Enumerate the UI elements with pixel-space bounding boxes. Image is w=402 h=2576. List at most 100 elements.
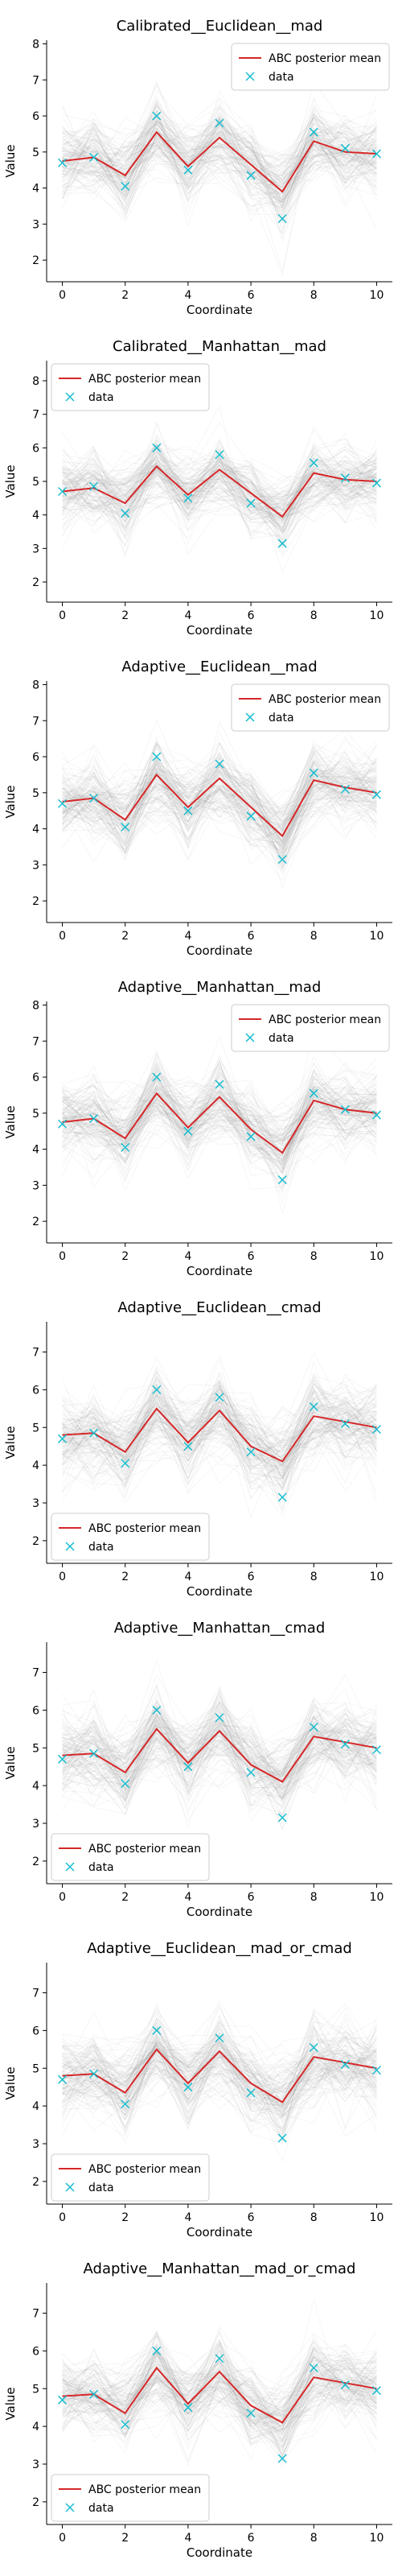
sample-line [62,2024,377,2120]
sample-line [62,119,377,222]
sample-line [62,1391,377,1467]
sample-line [62,1709,377,1800]
data-point [89,2069,99,2079]
data-point [246,811,256,821]
sample-line [62,110,377,192]
sample-line [62,2345,377,2429]
sample-line [62,759,377,869]
legend-box [231,43,390,91]
sample-line [62,774,377,835]
data-point [183,2403,193,2413]
sample-line [62,2344,377,2417]
sample-line [62,2355,377,2423]
data-point [215,450,224,460]
data-point [58,2395,68,2405]
x-tick-label: 2 [121,2532,129,2545]
sample-line [62,464,377,527]
sample-line [62,1400,377,1451]
sample-line [62,1377,377,1487]
y-axis-label: Value [3,1426,18,1459]
sample-line [62,1390,377,1484]
sample-line [62,1719,377,1776]
legend-mean-label: ABC posterior mean [88,373,201,386]
y-tick-label: 6 [32,442,39,455]
sample-line [62,2354,377,2455]
legend-mean-label: ABC posterior mean [88,1843,201,1856]
data-point [183,806,193,815]
sample-line [62,1070,377,1155]
sample-line [62,1387,377,1478]
sample-line [62,2017,377,2144]
sample-line [62,1707,377,1806]
x-axis-label: Coordinate [187,623,252,638]
sample-line [62,1055,377,1161]
sample-line [62,431,377,530]
sample-line [62,2035,377,2094]
data-point [309,768,318,778]
sample-line [62,1093,377,1191]
y-tick-label: 5 [32,476,39,489]
sample-line [62,1724,377,1808]
sample-line [62,1383,377,1484]
sample-line [62,1386,377,1491]
sample-line [62,107,377,234]
data-point [246,171,256,180]
data-point [340,2060,350,2070]
legend-data-label: data [269,712,294,724]
sample-line [62,105,377,188]
sample-line [62,1098,377,1150]
sample-line [62,118,377,231]
sample-line [62,453,377,531]
sample-line [62,112,377,229]
sample-line [62,119,377,201]
sample-line [62,2021,377,2127]
data-point [309,1402,318,1412]
sample-line [62,749,377,853]
sample-line [62,2031,377,2132]
sample-line [62,1396,377,1488]
sample-line [62,440,377,518]
data-point [277,2133,287,2143]
legend-data-swatch [245,72,255,81]
sample-line [62,1074,377,1145]
sample-line [62,432,377,523]
sample-line [62,458,377,522]
y-tick-label: 5 [32,787,39,800]
sample-line [62,1096,377,1131]
sample-line [62,460,377,523]
x-tick-label: 2 [121,930,129,943]
sample-line [62,110,377,180]
sample-line [62,768,377,832]
sample-line [62,1370,377,1476]
sample-line [62,1691,377,1786]
sample-line [62,2025,377,2113]
sample-line [62,449,377,521]
sample-line [62,1386,377,1473]
sample-line [62,2044,377,2139]
sample-line [62,114,377,219]
chart-panel: Adaptive__Manhattan__cmad 0 2 4 6 8 10 2 3 4 5 6 7 Co… [3,1620,392,1919]
data-point [371,790,381,799]
sample-line [62,445,377,541]
sample-line [62,118,377,201]
sample-line [62,766,377,852]
y-tick-label: 2 [32,1216,39,1228]
sample-line [62,117,377,189]
sample-line [62,2352,377,2438]
sample-line [62,747,377,830]
sample-line [62,455,377,537]
sample-line [62,729,377,848]
sample-line [62,459,377,522]
y-tick-label: 7 [32,1988,39,2000]
sample-line [62,1386,377,1481]
sample-line [62,456,377,537]
data-point [58,1119,68,1129]
sample-line [62,2352,377,2444]
sample-line [62,2051,377,2130]
data-point [277,1813,287,1823]
sample-line [62,1410,377,1492]
sample-line [62,2376,377,2446]
sample-line [62,132,377,188]
sample-line [62,1078,377,1150]
sample-line [62,766,377,874]
